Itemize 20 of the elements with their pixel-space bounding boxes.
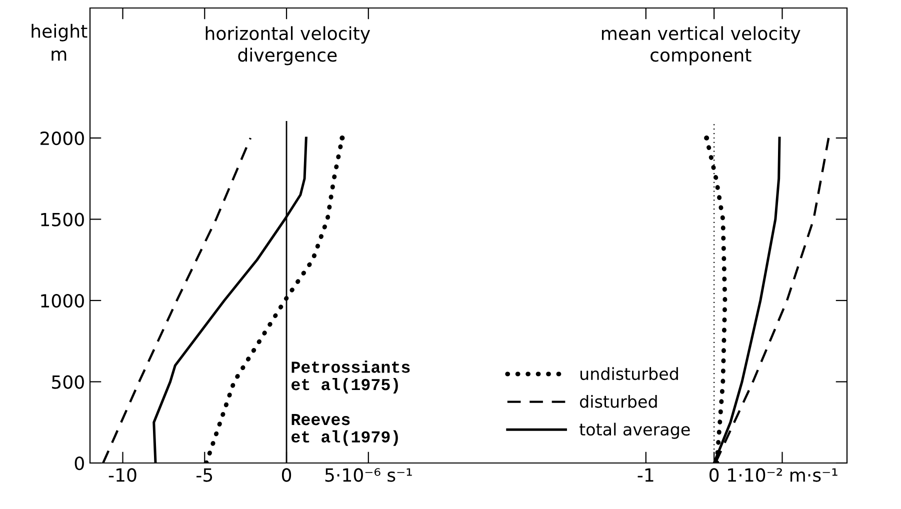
text: horizontal velocity divergence: [206, 26, 370, 66]
x-tick-label: 1·10⁻² m·s⁻¹: [728, 468, 838, 482]
y-tick-label: 2000: [40, 131, 84, 146]
x-tick-label: -1: [638, 468, 654, 482]
x-tick-label: -5: [196, 468, 212, 482]
y-tick-label: 500: [52, 375, 84, 389]
annotation: Petrossiants et al(1975): [292, 360, 410, 394]
text: mean vertical velocity component: [602, 26, 800, 66]
x-tick-label: 0: [710, 468, 719, 482]
legend-label: disturbed: [580, 394, 657, 408]
legend-label: undisturbed: [580, 367, 678, 380]
y-tick-label: 1500: [41, 212, 84, 226]
y-tick-label: 1000: [41, 294, 84, 308]
annotation: Reeves et al(1979): [292, 414, 398, 446]
x-tick-label: 0: [282, 468, 292, 482]
legend-label: total average: [580, 422, 690, 439]
y-axis-title: height m: [32, 24, 88, 61]
x-tick-label: 5·10⁻⁶ s⁻¹: [325, 468, 412, 482]
y-tick-label: 0: [74, 456, 84, 470]
x-tick-label: -10: [108, 468, 136, 482]
